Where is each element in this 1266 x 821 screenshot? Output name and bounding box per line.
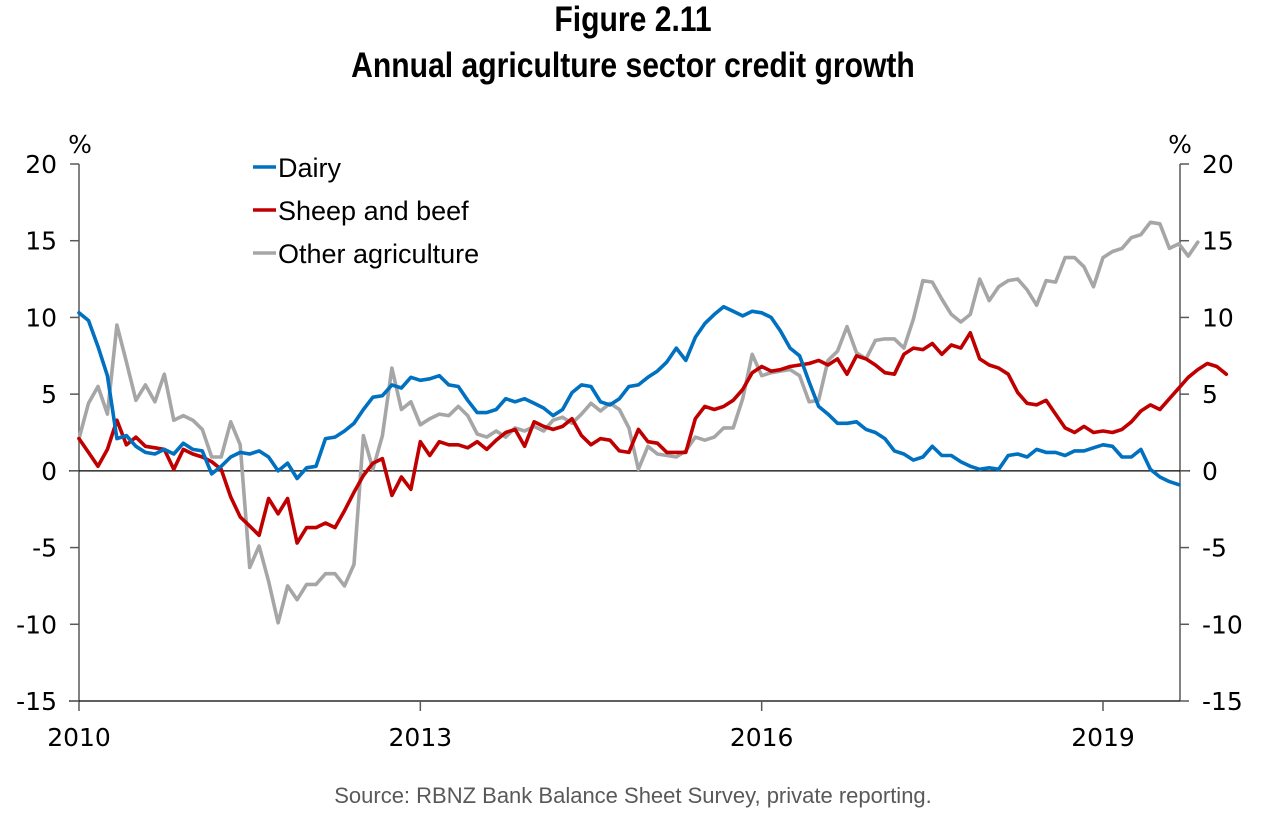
legend-label-sheep-and-beef: Sheep and beef xyxy=(278,196,469,226)
series-line-sheep-and-beef xyxy=(77,330,1229,545)
left-y-tick-label: 0 xyxy=(41,457,57,486)
x-tick-label: 2019 xyxy=(1071,723,1135,752)
left-y-tick-label: -5 xyxy=(32,534,57,563)
left-y-tick-label: 10 xyxy=(25,303,57,332)
right-y-tick-label: 5 xyxy=(1202,380,1218,409)
legend-label-dairy: Dairy xyxy=(278,153,342,183)
right-y-unit-label: % xyxy=(1168,130,1192,159)
right-y-tick-label: -5 xyxy=(1202,534,1227,563)
legend-label-other-agriculture: Other agriculture xyxy=(278,239,479,269)
left-y-tick-label: 5 xyxy=(41,380,57,409)
chart-title: Annual agriculture sector credit growth xyxy=(351,46,915,85)
legend: Dairy Sheep and beef Other agriculture xyxy=(253,153,479,269)
left-y-tick-label: 20 xyxy=(25,150,57,179)
left-y-unit-label: % xyxy=(68,130,92,159)
x-tick-label: 2010 xyxy=(47,723,111,752)
right-y-tick-label: 20 xyxy=(1202,150,1234,179)
axes: 20 20 15 15 10 10 5 5 0 0 -5 -5 -10 -10 -15 -15% % 2010 20… xyxy=(16,130,1243,752)
left-y-tick-label: 15 xyxy=(25,227,57,256)
x-tick-label: 2016 xyxy=(730,723,794,752)
right-y-tick-label: -15 xyxy=(1202,687,1243,716)
source-note: Source: RBNZ Bank Balance Sheet Survey, … xyxy=(334,783,932,808)
right-y-tick-label: -10 xyxy=(1202,610,1243,639)
right-y-tick-label: 0 xyxy=(1202,457,1218,486)
left-y-tick-label: -10 xyxy=(16,610,57,639)
series-group xyxy=(77,220,1229,625)
right-y-tick-label: 10 xyxy=(1202,303,1234,332)
left-y-tick-label: -15 xyxy=(16,687,57,716)
series-line-dairy xyxy=(77,304,1181,487)
series-line-other-agriculture xyxy=(77,220,1200,625)
figure-number: Figure 2.11 xyxy=(554,0,712,39)
x-tick-label: 2013 xyxy=(389,723,453,752)
right-y-tick-label: 15 xyxy=(1202,227,1234,256)
